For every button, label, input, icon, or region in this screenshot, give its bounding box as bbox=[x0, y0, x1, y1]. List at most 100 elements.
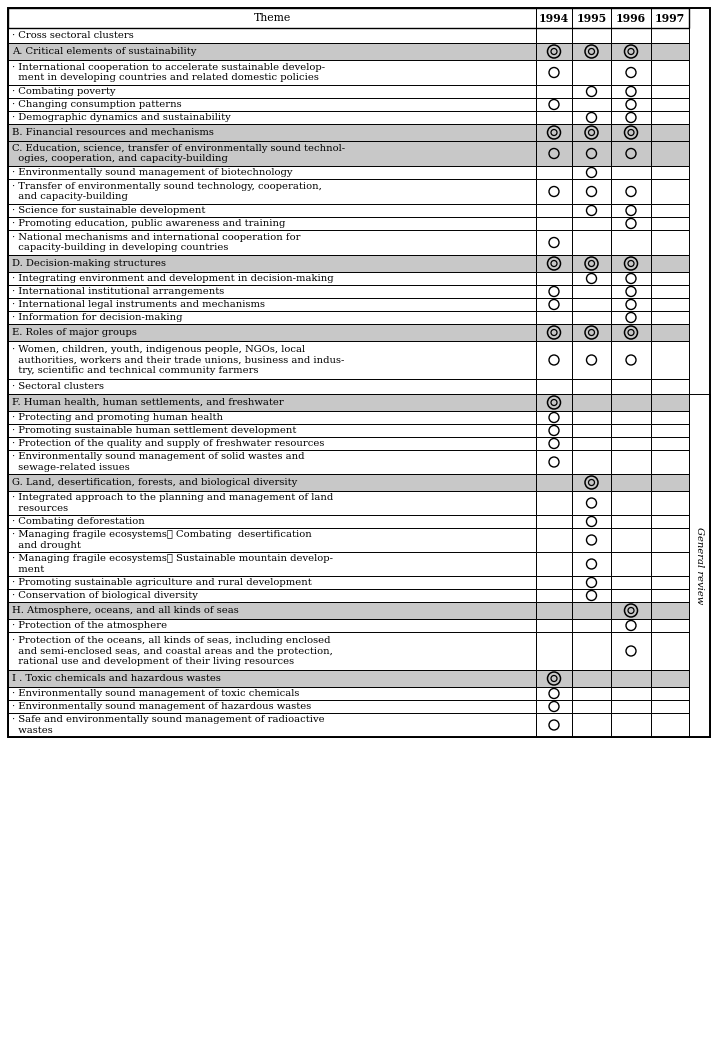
Bar bbox=[536, 124, 572, 141]
Bar bbox=[611, 341, 651, 379]
Bar bbox=[536, 111, 572, 124]
Bar bbox=[8, 124, 536, 141]
Bar bbox=[572, 713, 611, 737]
Bar bbox=[572, 341, 611, 379]
Bar bbox=[651, 98, 689, 111]
Bar bbox=[8, 111, 536, 124]
Bar bbox=[572, 687, 611, 700]
Bar bbox=[651, 298, 689, 311]
Bar bbox=[611, 620, 651, 632]
Bar bbox=[651, 43, 689, 60]
Bar bbox=[651, 60, 689, 85]
Bar bbox=[572, 217, 611, 230]
Text: · Protection of the atmosphere: · Protection of the atmosphere bbox=[12, 621, 167, 630]
Bar bbox=[8, 632, 536, 670]
Bar bbox=[8, 552, 536, 576]
Bar bbox=[611, 379, 651, 394]
Text: · Integrated approach to the planning and management of land
  resources: · Integrated approach to the planning an… bbox=[12, 494, 333, 512]
Text: G. Land, desertification, forests, and biological diversity: G. Land, desertification, forests, and b… bbox=[12, 478, 298, 487]
Bar bbox=[8, 576, 536, 589]
Bar bbox=[572, 602, 611, 620]
Bar bbox=[651, 394, 689, 411]
Bar bbox=[8, 394, 536, 411]
Bar bbox=[572, 60, 611, 85]
Bar bbox=[572, 272, 611, 285]
Bar bbox=[536, 60, 572, 85]
Bar bbox=[572, 411, 611, 424]
Text: · International cooperation to accelerate sustainable develop-
  ment in develop: · International cooperation to accelerat… bbox=[12, 63, 325, 82]
Bar bbox=[8, 411, 536, 424]
Bar bbox=[611, 713, 651, 737]
Bar bbox=[611, 8, 651, 28]
Bar bbox=[572, 285, 611, 298]
Bar bbox=[536, 700, 572, 713]
Text: · Cross sectoral clusters: · Cross sectoral clusters bbox=[12, 32, 134, 40]
Bar bbox=[536, 178, 572, 204]
Bar bbox=[611, 528, 651, 552]
Bar bbox=[572, 700, 611, 713]
Bar bbox=[651, 632, 689, 670]
Bar bbox=[611, 111, 651, 124]
Bar bbox=[651, 450, 689, 474]
Bar bbox=[536, 670, 572, 687]
Bar bbox=[572, 474, 611, 491]
Bar bbox=[611, 411, 651, 424]
Bar bbox=[536, 687, 572, 700]
Bar bbox=[651, 713, 689, 737]
Bar bbox=[611, 298, 651, 311]
Bar bbox=[536, 379, 572, 394]
Bar bbox=[572, 28, 611, 43]
Bar bbox=[572, 255, 611, 272]
Bar bbox=[536, 552, 572, 576]
Bar bbox=[536, 298, 572, 311]
Text: B. Financial resources and mechanisms: B. Financial resources and mechanisms bbox=[12, 128, 214, 136]
Bar bbox=[8, 8, 689, 28]
Text: · Integrating environment and development in decision-making: · Integrating environment and developmen… bbox=[12, 274, 333, 284]
Text: · Women, children, youth, indigenous people, NGOs, local
  authorities, workers : · Women, children, youth, indigenous peo… bbox=[12, 345, 344, 375]
Bar bbox=[651, 324, 689, 341]
Bar bbox=[651, 602, 689, 620]
Bar bbox=[8, 589, 536, 602]
Text: · International institutional arrangements: · International institutional arrangemen… bbox=[12, 287, 224, 296]
Bar bbox=[8, 528, 536, 552]
Bar bbox=[651, 217, 689, 230]
Bar bbox=[536, 576, 572, 589]
Bar bbox=[8, 204, 536, 217]
Bar bbox=[651, 255, 689, 272]
Bar bbox=[611, 437, 651, 450]
Bar bbox=[611, 589, 651, 602]
Bar bbox=[536, 98, 572, 111]
Bar bbox=[611, 230, 651, 255]
Bar bbox=[536, 713, 572, 737]
Bar bbox=[8, 713, 536, 737]
Bar bbox=[536, 620, 572, 632]
Bar bbox=[536, 285, 572, 298]
Text: · Safe and environmentally sound management of radioactive
  wastes: · Safe and environmentally sound managem… bbox=[12, 715, 325, 735]
Bar bbox=[651, 670, 689, 687]
Bar bbox=[611, 491, 651, 514]
Text: · Promoting sustainable human settlement development: · Promoting sustainable human settlement… bbox=[12, 426, 296, 435]
Bar bbox=[8, 437, 536, 450]
Bar bbox=[536, 255, 572, 272]
Bar bbox=[611, 576, 651, 589]
Bar bbox=[651, 178, 689, 204]
Bar bbox=[651, 204, 689, 217]
Bar bbox=[536, 272, 572, 285]
Bar bbox=[8, 602, 536, 620]
Bar bbox=[8, 255, 536, 272]
Bar bbox=[572, 576, 611, 589]
Bar bbox=[8, 178, 536, 204]
Bar bbox=[8, 166, 536, 179]
Bar bbox=[611, 60, 651, 85]
Bar bbox=[572, 230, 611, 255]
Bar bbox=[536, 437, 572, 450]
Bar bbox=[572, 311, 611, 324]
Bar bbox=[611, 178, 651, 204]
Bar bbox=[536, 230, 572, 255]
Bar bbox=[536, 324, 572, 341]
Bar bbox=[572, 450, 611, 474]
Bar bbox=[8, 491, 536, 514]
Bar bbox=[651, 437, 689, 450]
Bar bbox=[572, 514, 611, 528]
Bar bbox=[611, 311, 651, 324]
